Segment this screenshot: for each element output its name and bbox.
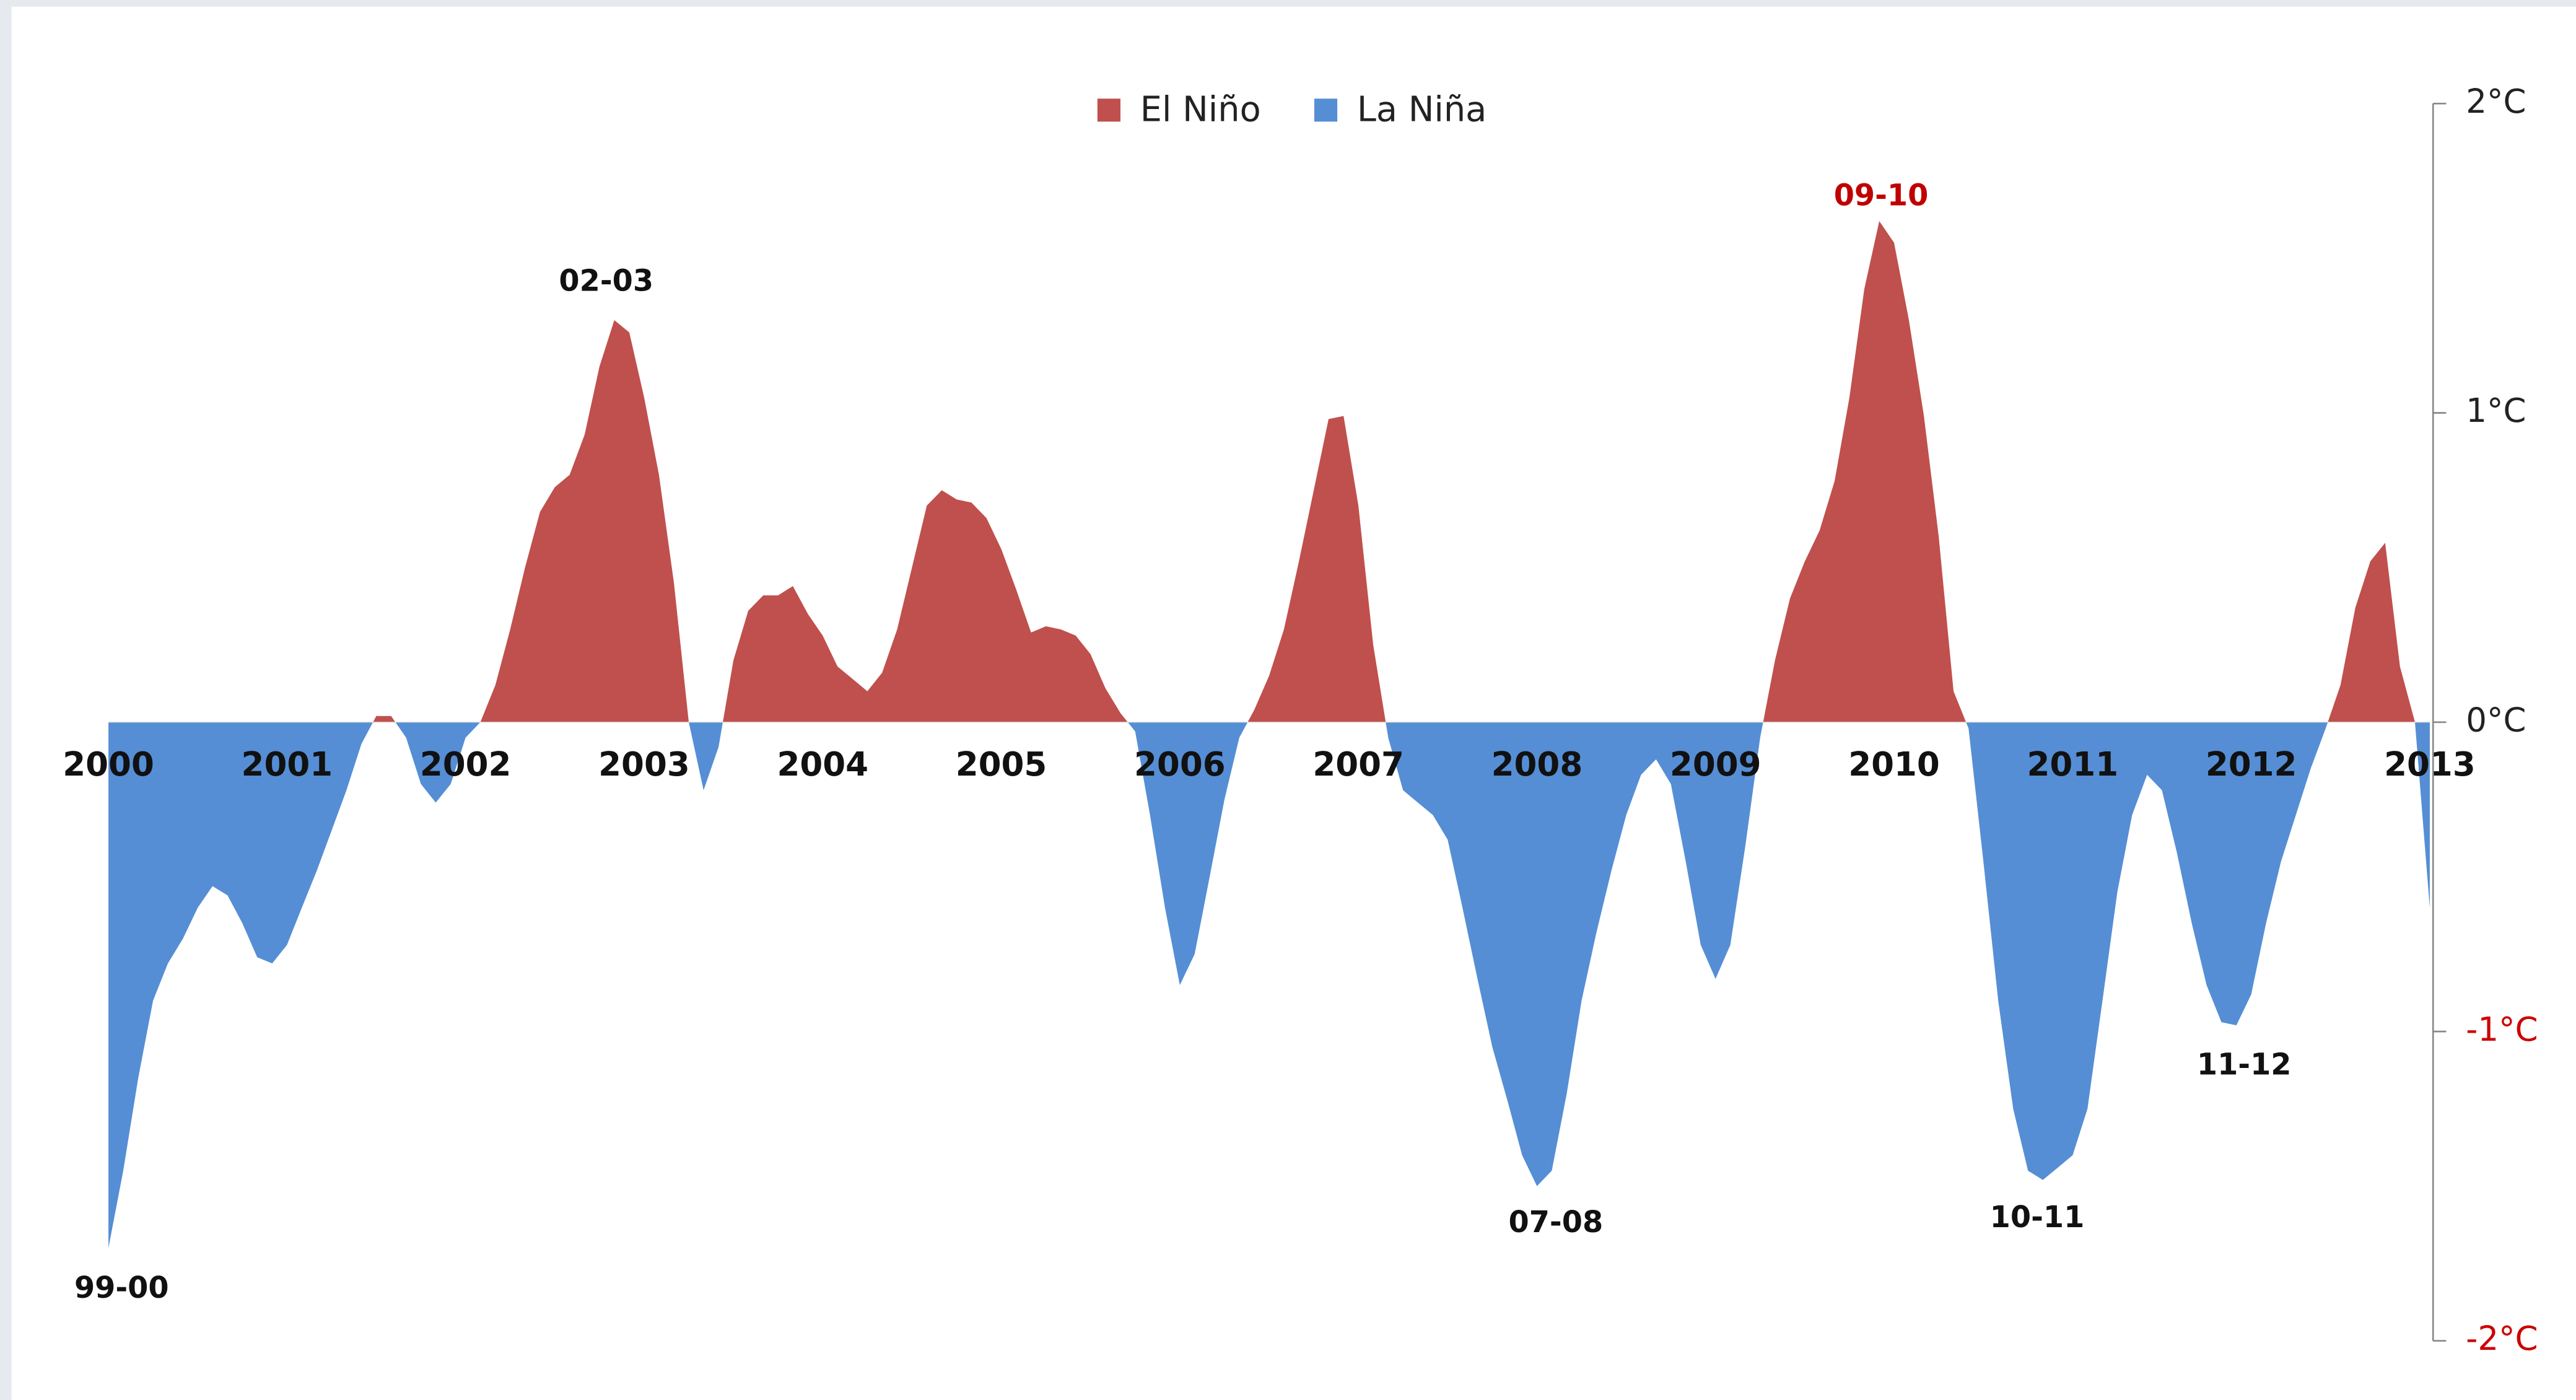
legend-label: El Niño bbox=[1140, 90, 1261, 130]
annotation: 07-08 bbox=[1509, 1205, 1604, 1240]
annotation: 99-00 bbox=[74, 1271, 169, 1305]
x-tick-label: 2007 bbox=[1312, 745, 1404, 784]
x-tick-label: 2005 bbox=[956, 745, 1047, 784]
legend-swatch bbox=[1314, 98, 1338, 122]
y-tick-label: -2°C bbox=[2466, 1319, 2538, 1358]
x-tick-label: 2012 bbox=[2206, 745, 2297, 784]
x-tick-label: 2001 bbox=[242, 745, 333, 784]
x-tick-label: 2013 bbox=[2384, 745, 2476, 784]
x-tick-label: 2011 bbox=[2027, 745, 2119, 784]
area bbox=[108, 221, 2430, 1248]
y-tick-label: 2°C bbox=[2466, 82, 2526, 121]
y-tick-label: 1°C bbox=[2466, 392, 2526, 430]
y-tick-label: -1°C bbox=[2466, 1010, 2538, 1049]
legend-label: La Niña bbox=[1357, 90, 1487, 130]
x-tick-label: 2009 bbox=[1670, 745, 1762, 784]
x-tick-label: 2008 bbox=[1491, 745, 1583, 784]
annotation: 10-11 bbox=[1990, 1201, 2085, 1235]
annotation: 02-03 bbox=[559, 264, 653, 298]
annotation: 09-10 bbox=[1834, 178, 1929, 212]
x-tick-label: 2003 bbox=[598, 745, 690, 784]
legend-swatch bbox=[1097, 98, 1120, 122]
x-tick-label: 2010 bbox=[1848, 745, 1940, 784]
annotation: 11-12 bbox=[2197, 1048, 2292, 1082]
x-tick-label: 2006 bbox=[1134, 745, 1226, 784]
y-tick-label: 0°C bbox=[2466, 701, 2526, 739]
x-tick-label: 2000 bbox=[63, 745, 154, 784]
x-tick-label: 2002 bbox=[420, 745, 512, 784]
x-tick-label: 2004 bbox=[777, 745, 868, 784]
